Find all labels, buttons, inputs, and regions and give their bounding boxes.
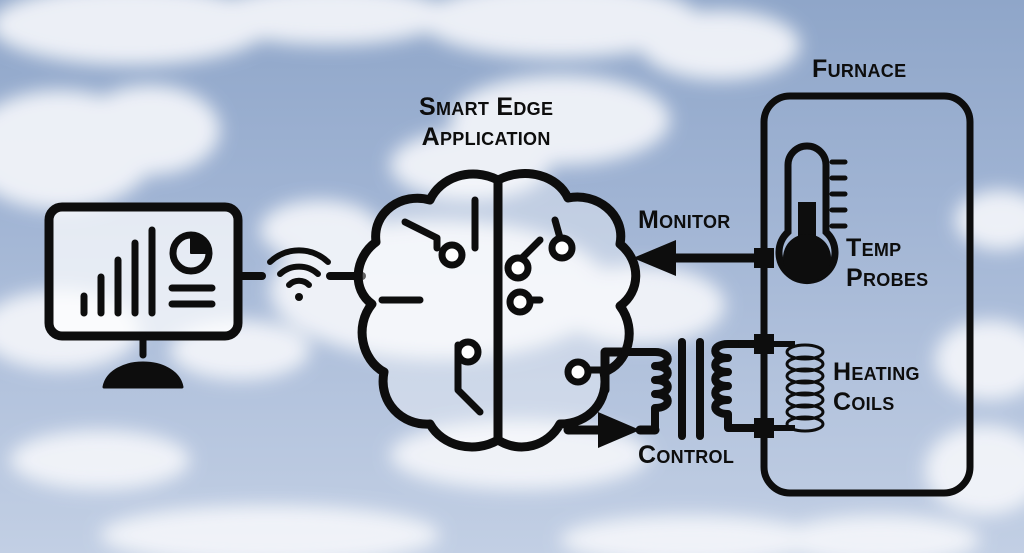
- control-label-text: Control: [638, 441, 735, 469]
- temp-label-line2: Probes: [846, 264, 929, 292]
- coils-label-line2: Coils: [833, 388, 895, 416]
- control-arrow: [563, 347, 660, 448]
- heating-coils-label: Heating Coils: [833, 357, 920, 417]
- heating-coil-icon: [774, 341, 825, 433]
- monitor-arrow: [633, 240, 762, 276]
- temp-label-line1: Temp: [846, 234, 902, 262]
- furnace-label-text: Furnace: [812, 55, 907, 83]
- app-label-line1: Smart Edge: [419, 93, 554, 121]
- furnace-label: Furnace: [812, 54, 906, 84]
- control-label: Control: [638, 440, 734, 470]
- furnace-box: [760, 92, 974, 497]
- coils-label-line1: Heating: [833, 358, 920, 386]
- thermometer-icon: [775, 142, 848, 284]
- dashboard-monitor-icon: [44, 202, 243, 389]
- smart-edge-application-label: Smart Edge Application: [419, 92, 553, 152]
- temp-probes-label: Temp Probes: [846, 233, 929, 293]
- brain-circuit-icon: [353, 169, 641, 452]
- app-label-line2: Application: [421, 123, 551, 151]
- transformer-icon: [621, 338, 766, 440]
- monitor-label: Monitor: [638, 205, 731, 235]
- furnace-terminals: [754, 248, 774, 438]
- monitor-label-text: Monitor: [638, 206, 731, 234]
